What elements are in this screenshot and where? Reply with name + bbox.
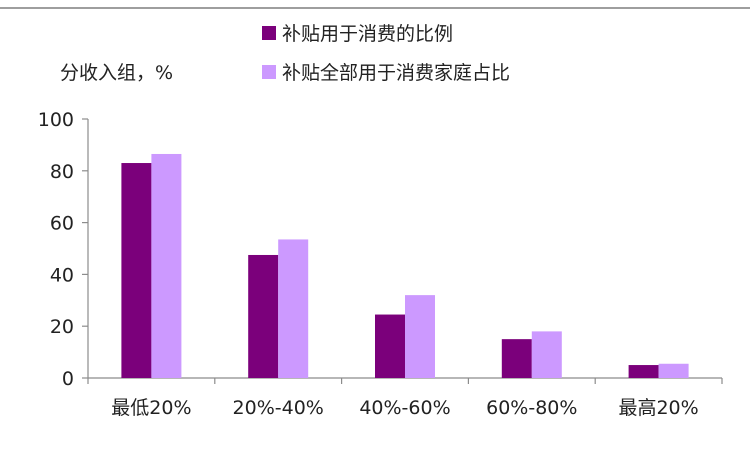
legend-label-series-2: 补贴全部用于消费家庭占比 [282,62,510,84]
x-ticks [87,378,723,384]
bar-2-1 [151,153,182,378]
bar-2-5 [658,363,689,378]
y-tick-label: 60 [50,213,74,235]
bar-2-3 [405,295,435,378]
y-tick-label: 80 [50,161,74,183]
bar-1-3 [375,314,405,378]
y-tick-label: 20 [50,316,74,338]
legend-swatch-series-1 [262,26,276,40]
category-label: 60%-80% [486,397,577,419]
bar-1-5 [628,365,659,378]
legend: 补贴用于消费的比例 补贴全部用于消费家庭占比 [262,23,510,84]
y-tick-label: 100 [38,109,74,131]
category-label: 20%-40% [233,397,324,419]
y-axis-label: 分收入组，% [60,62,173,84]
legend-swatch-series-2 [262,65,276,79]
category-label: 最低20% [111,397,191,419]
y-tick-label: 40 [50,264,74,286]
bars [121,153,689,378]
bar-1-1 [121,163,152,378]
bar-2-2 [278,239,309,378]
legend-label-series-1: 补贴用于消费的比例 [282,23,453,45]
bar-1-4 [501,339,532,378]
category-label: 最高20% [618,397,698,419]
y-ticks: 0 20 40 60 80 100 [38,109,88,390]
category-labels: 最低20% 20%-40% 40%-60% 60%-80% 最高20% [111,397,698,419]
y-tick-label: 0 [62,368,74,390]
bar-1-2 [248,254,279,378]
bar-2-4 [531,331,562,378]
category-label: 40%-60% [359,397,450,419]
